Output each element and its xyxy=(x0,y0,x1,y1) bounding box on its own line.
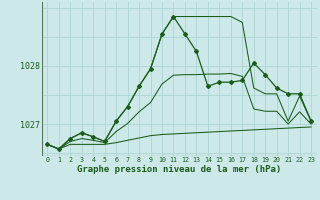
X-axis label: Graphe pression niveau de la mer (hPa): Graphe pression niveau de la mer (hPa) xyxy=(77,165,281,174)
